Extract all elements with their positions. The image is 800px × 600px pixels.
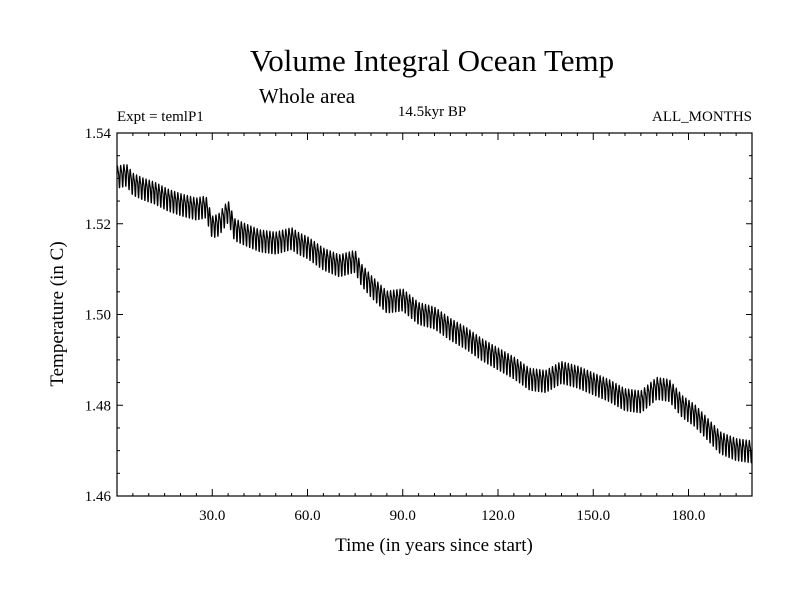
x-tick-label: 150.0 — [576, 508, 610, 524]
y-tick-label: 1.52 — [85, 217, 111, 233]
plot-frame — [116, 132, 753, 497]
x-axis-ticks: 30.0 60.0 90.0 120.0 150.0 180.0 — [132, 133, 737, 524]
y-axis-label: Temperature (in C) — [47, 241, 68, 386]
y-tick-label: 1.48 — [85, 398, 111, 414]
x-axis-label: Time (in years since start) — [335, 535, 533, 556]
x-tick-label: 120.0 — [481, 508, 515, 524]
x-tick-label: 60.0 — [294, 508, 320, 524]
x-tick-label: 90.0 — [390, 508, 416, 524]
series-line — [116, 164, 753, 464]
y-tick-label: 1.54 — [85, 126, 112, 142]
y-tick-label: 1.46 — [85, 489, 112, 505]
chart-subtitle: Whole area — [259, 84, 356, 108]
x-tick-label: 180.0 — [672, 508, 706, 524]
experiment-label: Expt = temlP1 — [117, 109, 204, 125]
chart-title: Volume Integral Ocean Temp — [250, 43, 614, 78]
y-tick-label: 1.50 — [85, 308, 111, 324]
x-tick-label: 30.0 — [199, 508, 225, 524]
series-layer — [116, 164, 753, 464]
months-label: ALL_MONTHS — [652, 109, 752, 125]
period-label: 14.5kyr BP — [398, 104, 466, 120]
